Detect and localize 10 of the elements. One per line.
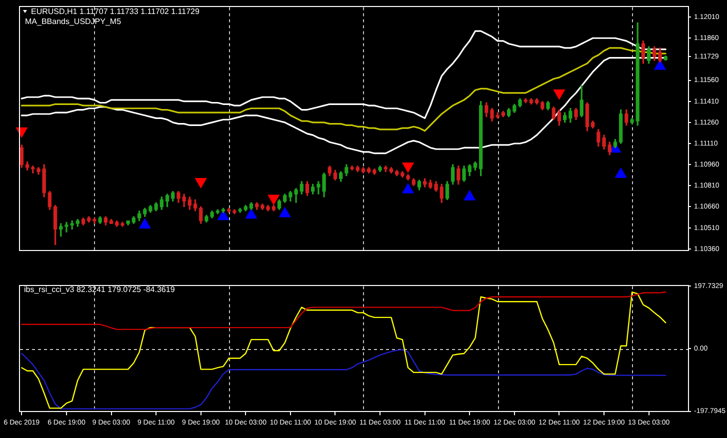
text: MA_BBands_USDJPY_M5 <box>25 16 122 26</box>
point <box>614 167 627 178</box>
point <box>245 208 258 219</box>
chart-title: EURUSD,H1 1.11707 1.11733 1.11702 1.11729 <box>31 7 200 16</box>
point <box>464 190 476 200</box>
chart-title: ibs_rsi_cci_v3 82.3241 179.0725 -84.3619 <box>24 285 175 294</box>
point <box>138 218 151 229</box>
point <box>402 182 414 194</box>
point <box>278 206 291 218</box>
point <box>217 210 230 220</box>
